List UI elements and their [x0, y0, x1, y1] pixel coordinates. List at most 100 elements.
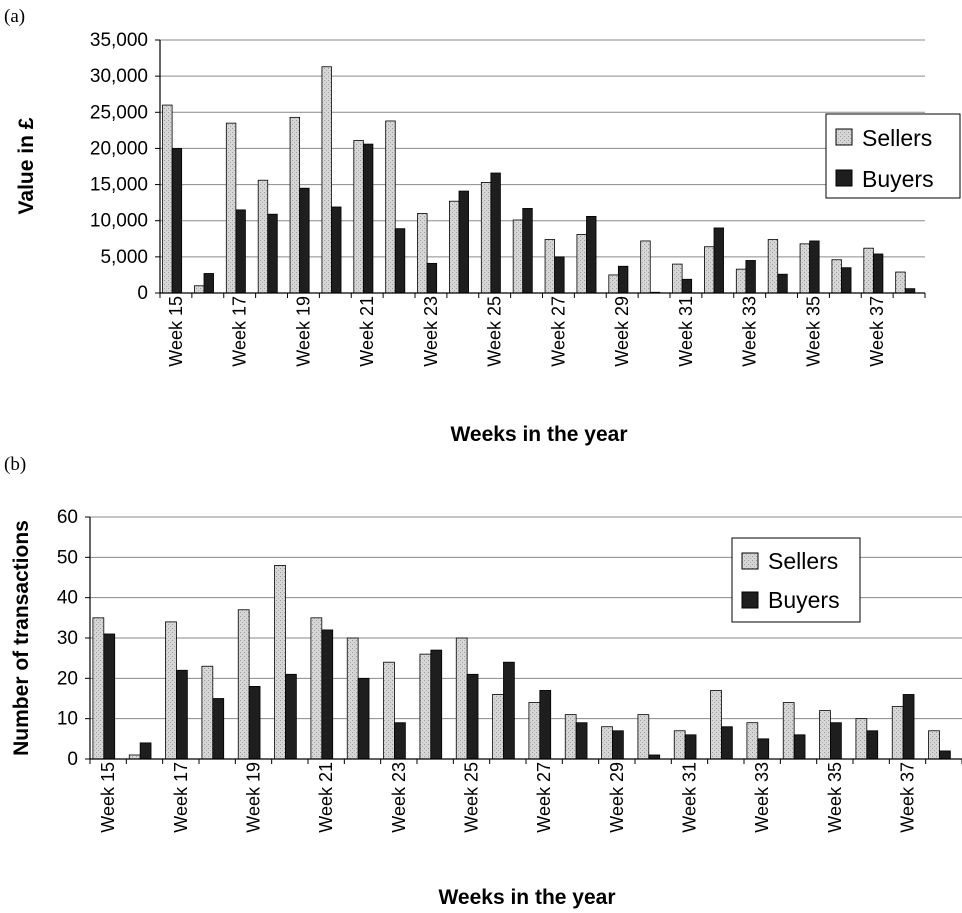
bar-buyers-26 — [503, 661, 515, 760]
bar-buyers-18 — [267, 213, 278, 294]
bar-sellers-37 — [863, 247, 874, 294]
y-axis-title-a: Value in £ — [15, 117, 38, 214]
legend-label-buyers-a: Buyers — [862, 166, 934, 192]
bar-sellers-19 — [289, 116, 301, 294]
bar-sellers-26 — [512, 219, 524, 294]
bar-sellers-18 — [257, 179, 269, 294]
bar-sellers-18 — [201, 665, 214, 760]
bar-buyers-15 — [171, 148, 183, 294]
bar-buyers-27 — [554, 256, 565, 294]
bar-buyers-24 — [458, 190, 469, 294]
bar-buyers-30 — [648, 754, 661, 760]
bars-a — [162, 66, 916, 294]
y-tick-label: 10,000 — [90, 211, 148, 232]
bar-sellers-16 — [194, 285, 205, 294]
bar-buyers-19 — [299, 187, 310, 294]
bars-b — [92, 565, 951, 760]
bar-sellers-35 — [799, 243, 811, 294]
x-tick-label: Week 23 — [421, 296, 441, 367]
bar-sellers-21 — [310, 617, 323, 760]
legend-a: Sellers Buyers — [825, 113, 961, 199]
bar-sellers-30 — [640, 240, 651, 294]
bar-buyers-31 — [681, 278, 693, 294]
bar-buyers-34 — [777, 273, 788, 294]
bar-buyers-32 — [721, 726, 733, 760]
bar-buyers-28 — [575, 722, 588, 760]
bar-sellers-34 — [782, 702, 795, 760]
bar-sellers-15 — [92, 617, 105, 760]
y-tick-label: 0 — [67, 749, 78, 770]
x-tick-label: Week 31 — [680, 762, 700, 833]
bar-buyers-28 — [586, 215, 597, 294]
bar-buyers-15 — [103, 633, 116, 760]
y-tick-labels-a: 0 5,000 10,000 15,000 20,000 25,000 30,000 35,0… — [90, 30, 148, 304]
legend-b: Sellers Buyers — [731, 537, 861, 623]
bar-buyers-25 — [490, 172, 501, 294]
y-tick-labels-b: 0 10 20 30 40 50 60 — [57, 507, 78, 770]
y-axis-title-b: Number of transactions — [10, 520, 33, 756]
x-tick-label: Week 35 — [803, 296, 823, 367]
bar-sellers-20 — [274, 565, 286, 760]
bar-buyers-23 — [394, 722, 406, 760]
x-tick-label: Week 37 — [867, 296, 887, 367]
bar-sellers-31 — [673, 730, 686, 760]
bar-buyers-37 — [872, 253, 884, 294]
bar-sellers-38 — [895, 271, 906, 294]
bar-sellers-32 — [704, 246, 715, 294]
bar-sellers-29 — [601, 726, 613, 760]
x-tick-label: Week 21 — [316, 762, 336, 833]
bar-sellers-36 — [831, 259, 842, 294]
chart-panel-a: (a) 0 5,000 10,000 15,000 20,000 25,000 30,000… — [4, 6, 961, 446]
y-tick-label: 0 — [137, 283, 148, 304]
bar-sellers-28 — [576, 234, 587, 294]
bar-sellers-19 — [237, 609, 250, 760]
y-tick-label: 5,000 — [100, 247, 148, 268]
bar-buyers-19 — [248, 686, 261, 760]
bar-sellers-16 — [128, 754, 141, 760]
bar-sellers-33 — [746, 722, 759, 760]
legend-label-sellers-b: Sellers — [768, 548, 838, 574]
y-tick-label: 15,000 — [90, 175, 148, 196]
axes-b — [85, 516, 962, 764]
bar-sellers-27 — [528, 702, 541, 760]
x-axis-title-a: Weeks in the year — [450, 423, 627, 446]
bar-sellers-35 — [819, 710, 831, 760]
bar-buyers-35 — [809, 240, 820, 294]
bar-buyers-21 — [362, 143, 374, 294]
bar-buyers-36 — [866, 730, 879, 760]
bar-buyers-29 — [612, 730, 624, 760]
y-tick-label: 20 — [57, 668, 78, 689]
bar-sellers-32 — [710, 690, 722, 760]
bar-buyers-24 — [430, 649, 443, 760]
y-tick-label: 25,000 — [90, 102, 148, 123]
bar-buyers-27 — [539, 690, 552, 760]
bar-sellers-25 — [480, 181, 492, 294]
bar-buyers-33 — [757, 738, 770, 760]
bar-sellers-36 — [855, 718, 868, 760]
bar-buyers-38 — [939, 750, 951, 760]
x-tick-label: Week 15 — [98, 762, 118, 833]
bar-buyers-20 — [285, 673, 297, 760]
bar-buyers-26 — [522, 208, 533, 294]
bar-sellers-38 — [928, 730, 940, 760]
x-tick-label: Week 37 — [898, 762, 918, 833]
bar-buyers-33 — [745, 260, 756, 294]
x-tick-labels-a: Week 15 Week 17 Week 19 Week 21 Week 23 Week … — [166, 296, 887, 367]
bar-sellers-27 — [544, 239, 556, 294]
y-tick-label: 10 — [57, 709, 78, 730]
x-tick-label: Week 35 — [825, 762, 845, 833]
x-tick-label: Week 25 — [485, 296, 505, 367]
x-tick-label: Week 27 — [548, 296, 568, 367]
x-tick-label: Week 27 — [534, 762, 554, 833]
x-axis-title-b: Weeks in the year — [438, 886, 615, 909]
bar-sellers-15 — [162, 104, 173, 294]
bar-buyers-22 — [357, 677, 370, 760]
x-tick-label: Week 23 — [389, 762, 409, 833]
x-tick-label: Week 31 — [676, 296, 696, 367]
bar-sellers-21 — [353, 140, 364, 294]
bar-sellers-23 — [383, 661, 395, 760]
bar-sellers-34 — [767, 239, 779, 294]
x-tick-label: Week 19 — [293, 296, 313, 367]
bar-buyers-37 — [902, 694, 915, 760]
bar-buyers-22 — [394, 228, 406, 294]
